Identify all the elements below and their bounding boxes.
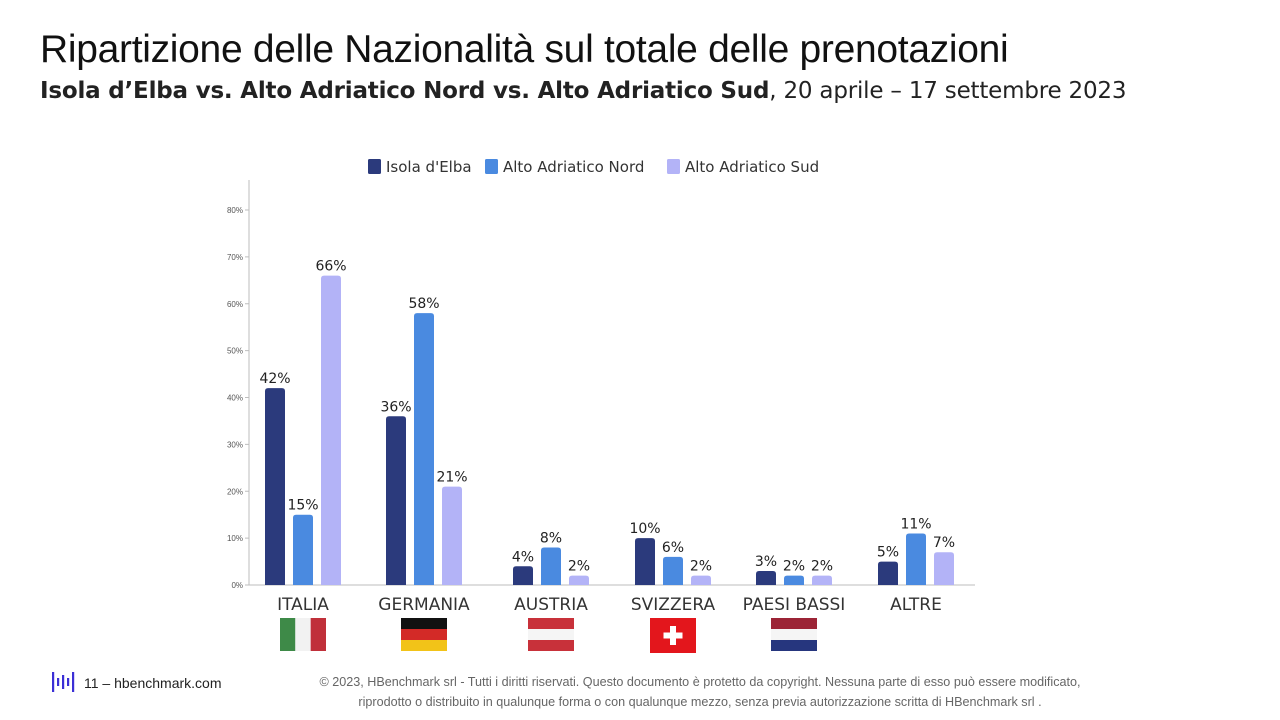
legend-label: Alto Adriatico Sud	[685, 158, 819, 176]
bar-data-label: 66%	[315, 259, 346, 275]
bar	[386, 416, 406, 585]
bar	[442, 486, 462, 585]
category-label: ITALIA	[277, 595, 329, 615]
category-label: GERMANIA	[378, 595, 470, 615]
bar	[265, 388, 285, 585]
bar	[321, 275, 341, 585]
bar	[541, 547, 561, 585]
bar	[635, 538, 655, 585]
bar	[691, 575, 711, 585]
legend-swatch	[368, 159, 381, 174]
bar-data-label: 36%	[380, 399, 411, 415]
category-label: ALTRE	[890, 595, 942, 615]
italy-flag	[280, 618, 326, 651]
bar	[756, 570, 776, 585]
subtitle-regions: Isola d’Elba vs. Alto Adriatico Nord vs.…	[40, 78, 770, 104]
y-tick-label: 60%	[227, 300, 243, 309]
category-label: PAESI BASSI	[743, 595, 846, 615]
category-label: SVIZZERA	[631, 595, 716, 615]
y-tick-label: 0%	[231, 581, 243, 590]
germany-flag	[401, 618, 447, 651]
hbenchmark-logo-icon	[52, 672, 75, 692]
bar-data-label: 10%	[629, 521, 660, 537]
austria-flag	[528, 618, 574, 651]
bar-data-label: 2%	[783, 559, 805, 575]
bar-data-label: 5%	[877, 545, 899, 561]
legend-label: Isola d'Elba	[386, 158, 472, 176]
legend-swatch	[485, 159, 498, 174]
y-tick-label: 50%	[227, 347, 243, 356]
y-tick-label: 80%	[227, 206, 243, 215]
bar-data-label: 2%	[811, 559, 833, 575]
category-label: AUSTRIA	[514, 595, 588, 615]
legend-label: Alto Adriatico Nord	[503, 158, 644, 176]
copyright-line-1: © 2023, HBenchmark srl - Tutti i diritti…	[319, 675, 1081, 689]
bar	[878, 561, 898, 585]
bar-data-label: 7%	[933, 535, 955, 551]
bar	[934, 552, 954, 585]
page-title: Ripartizione delle Nazionalità sul total…	[40, 28, 1009, 71]
bar-data-label: 8%	[540, 531, 562, 547]
copyright-line-2: riprodotto o distribuito in qualunque fo…	[358, 695, 1042, 709]
subtitle-period: , 20 aprile – 17 settembre 2023	[769, 78, 1127, 104]
y-tick-label: 20%	[227, 487, 243, 496]
bar-data-label: 6%	[662, 540, 684, 556]
switzerland-flag	[650, 618, 696, 653]
bar	[569, 575, 589, 585]
y-tick-label: 10%	[227, 534, 243, 543]
page-subtitle: Isola d’Elba vs. Alto Adriatico Nord vs.…	[40, 78, 1126, 104]
page-number: 11 – hbenchmark.com	[84, 675, 222, 691]
bar-data-label: 3%	[755, 554, 777, 570]
bar-data-label: 4%	[512, 549, 534, 565]
bar-data-label: 11%	[900, 516, 931, 532]
netherlands-flag	[771, 618, 817, 651]
bar	[293, 514, 313, 585]
bar-data-label: 58%	[408, 296, 439, 312]
y-tick-label: 70%	[227, 253, 243, 262]
bar	[784, 575, 804, 585]
legend-swatch	[667, 159, 680, 174]
bar-data-label: 15%	[287, 498, 318, 514]
copyright-notice: © 2023, HBenchmark srl - Tutti i diritti…	[265, 672, 1135, 712]
bar	[414, 313, 434, 585]
bar	[812, 575, 832, 585]
bar	[663, 556, 683, 585]
bar-data-label: 21%	[436, 470, 467, 486]
bar	[906, 533, 926, 585]
bar	[513, 566, 533, 585]
y-tick-label: 40%	[227, 394, 243, 403]
bar-data-label: 2%	[568, 559, 590, 575]
y-tick-label: 30%	[227, 440, 243, 449]
bar-data-label: 2%	[690, 559, 712, 575]
bar-data-label: 42%	[259, 371, 290, 387]
